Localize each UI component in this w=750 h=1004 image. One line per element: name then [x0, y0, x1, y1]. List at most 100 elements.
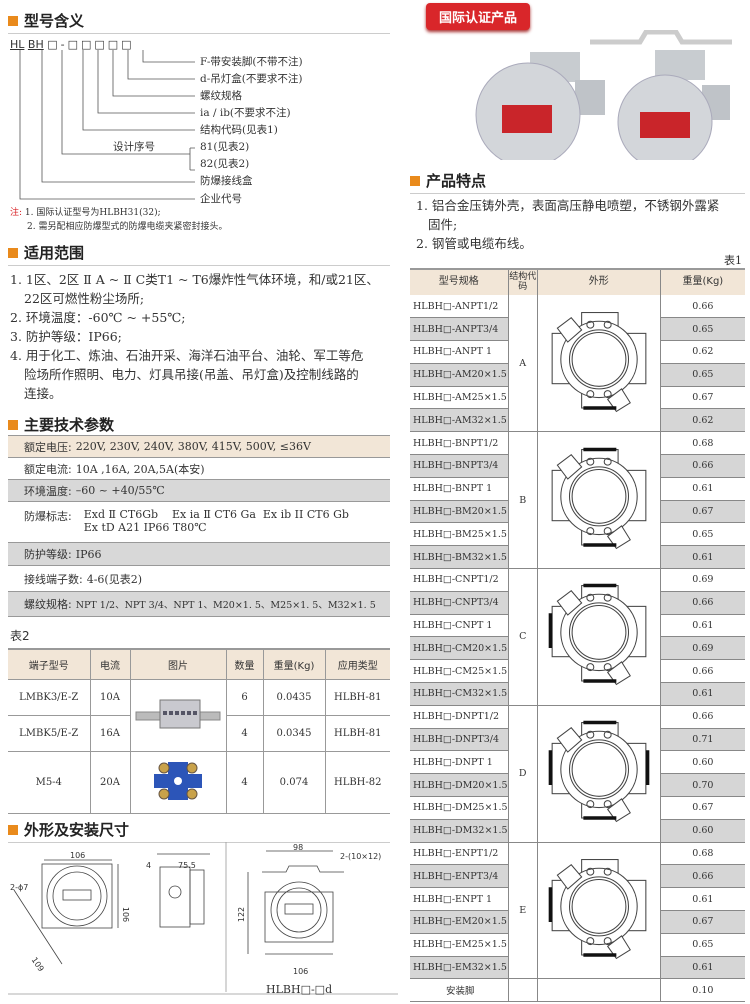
table-row: HLBH□-ANPT3/4 0.65	[410, 317, 745, 342]
label-company: 企业代号	[200, 193, 242, 205]
label-design-seq: 设计序号	[113, 141, 155, 153]
model-cell: HLBH□-CNPT 1	[410, 613, 509, 637]
scope-item: 3. 防护等级：IP66;	[10, 329, 122, 344]
table-row: HLBH□-ENPT1/2 E 0.68	[410, 841, 745, 980]
weight-cell: 0.61	[659, 955, 745, 980]
section-title-text: 主要技术参数	[24, 416, 115, 434]
section-bullet-icon	[8, 247, 18, 258]
section-title-text: 型号含义	[24, 12, 85, 30]
shape-cell	[536, 704, 661, 843]
note-label: 注:	[10, 208, 23, 218]
table-row: HLBH□-ENPT3/4 0.66	[410, 864, 745, 889]
model-cell: HLBH□-CNPT1/2	[410, 568, 509, 592]
th-weight: 重量(Kg)	[262, 648, 325, 679]
th-weight: 重量(Kg)	[659, 268, 745, 295]
cell: 10A	[89, 678, 130, 715]
table-row: HLBH□-EM25×1.5 0.65	[410, 932, 745, 957]
param-label: 额定电流:	[24, 462, 72, 476]
model-cell: HLBH□-ANPT3/4	[410, 317, 509, 342]
weight-cell: 0.66	[659, 659, 745, 683]
th-code: 结构代码	[507, 268, 538, 295]
product-photo-1	[475, 52, 605, 160]
param-protection: 防护等级: IP66	[8, 543, 390, 566]
scope-item: 2. 环境温度：-60℃ ~ +55℃;	[10, 310, 186, 325]
th-picture: 图片	[129, 648, 226, 679]
section-bullet-icon	[8, 824, 18, 835]
label-box: 防爆接线盒	[200, 175, 253, 187]
param-ex-marking: 防爆标志: Exd Ⅱ CT6Gb Ex ia Ⅱ CT6 Ga Ex ib II…	[8, 502, 390, 543]
section-title-params: 主要技术参数	[8, 414, 390, 437]
enclosure-outline-icon	[548, 584, 647, 686]
param-value: Exd Ⅱ CT6Gb Ex ia Ⅱ CT6 Ga Ex ib II CT6 …	[83, 508, 349, 521]
cell: LMBK5/E-Z	[8, 714, 90, 751]
model-cell: HLBH□-BNPT 1	[410, 476, 509, 501]
weight-cell: 0.60	[659, 750, 745, 774]
cell: 6	[225, 678, 263, 715]
model-cell: HLBH□-DNPT 1	[410, 750, 509, 774]
weight-cell: 0.61	[659, 613, 745, 637]
table-row: LMBK5/E-Z 16A 4 0.0345 HLBH-81	[8, 714, 390, 751]
table-header: 型号规格 结构代码 外形 重量(Kg)	[410, 268, 745, 295]
section-bullet-icon	[8, 419, 18, 430]
label-82: 82(见表2)	[200, 158, 250, 170]
table-row: HLBH□-CNPT3/4 0.66	[410, 590, 745, 615]
model-cell: HLBH□-DM25×1.5	[410, 796, 509, 820]
weight-cell: 0.60	[659, 818, 745, 843]
note-1: 注: 1. 国际认证型号为HLBH31(32);	[10, 205, 161, 218]
param-value: –60 ~ +40/55℃	[75, 484, 165, 497]
section-bullet-icon	[8, 15, 18, 26]
weight-cell: 0.68	[659, 841, 745, 865]
product-photo-2	[590, 30, 732, 160]
table-row: HLBH□-BNPT 1 0.61	[410, 476, 745, 501]
weight-cell: 0.69	[659, 636, 745, 661]
model-cell: HLBH□-ENPT3/4	[410, 864, 509, 889]
enclosure-outline-icon	[551, 311, 647, 413]
dimension-drawing	[8, 842, 398, 995]
model-cell: HLBH□-EM20×1.5	[410, 910, 509, 934]
cell: 20A	[89, 750, 130, 814]
th-current: 电流	[89, 648, 130, 679]
weight-cell: 0.70	[659, 773, 745, 798]
product-photos	[475, 30, 732, 160]
model-cell: HLBH□-BM25×1.5	[410, 522, 509, 546]
model-cell: HLBH□-BM32×1.5	[410, 545, 509, 570]
table-row-mount: 安装脚 0.10	[410, 978, 745, 1003]
table-row: HLBH□-CM32×1.5 0.61	[410, 682, 745, 706]
table-row: HLBH□-EM20×1.5 0.67	[410, 910, 745, 934]
table-row: HLBH□-DM20×1.5 0.70	[410, 773, 745, 798]
shape-cell	[536, 978, 661, 1003]
model-cell: HLBH□-DNPT1/2	[410, 704, 509, 729]
weight-cell: 0.67	[659, 385, 745, 409]
weight-cell: 0.62	[659, 408, 745, 433]
dim-label: 2-(10×12)	[340, 852, 382, 861]
enclosure-outline-icon	[548, 859, 647, 960]
section-title-text: 外形及安装尺寸	[24, 821, 130, 839]
scope-item: 险场所作照明、电力、灯具吊接(吊盖、吊灯盒)及控制线路的	[24, 367, 359, 382]
table-row: HLBH□-BM25×1.5 0.65	[410, 522, 745, 546]
cell: 0.0345	[262, 714, 325, 751]
param-terminals: 接线端子数: 4-6(见表2)	[8, 566, 390, 592]
shape-cell	[536, 841, 661, 980]
model-cell: HLBH□-ENPT 1	[410, 887, 509, 911]
param-value: 4-6(见表2)	[86, 572, 143, 586]
section-title-dimensions: 外形及安装尺寸	[8, 819, 390, 843]
th-terminal: 端子型号	[8, 648, 90, 679]
scope-list: 1. 1区、2区 Ⅱ A ~ Ⅱ C类T1 ~ T6爆炸性气体环境，和/或21区…	[10, 270, 400, 403]
cell: HLBH-81	[324, 678, 390, 715]
table-row: HLBH□-ANPT1/2 A 0.66	[410, 294, 745, 433]
model-cell: HLBH□-CM32×1.5	[410, 682, 509, 706]
table-row: HLBH□-ENPT 1 0.61	[410, 887, 745, 911]
code-cell: B	[507, 431, 538, 570]
section-title-model: 型号含义	[8, 10, 390, 34]
dim-label: 106	[121, 906, 131, 923]
feature-item: 1. 铝合金压铸外壳，表面高压静电喷塑，不锈钢外露紧	[416, 198, 720, 213]
weight-cell: 0.66	[659, 590, 745, 615]
model-cell: HLBH□-AM32×1.5	[410, 408, 509, 433]
feature-item: 2. 钢管或电缆布线。	[416, 236, 532, 251]
param-label: 防爆标志:	[24, 510, 72, 523]
model-cell: HLBH□-AM25×1.5	[410, 385, 509, 409]
weight-cell: 0.61	[659, 476, 745, 501]
param-value: IP66	[75, 547, 102, 561]
scope-item: 22区可燃性粉尘场所;	[24, 291, 145, 306]
cell: 16A	[89, 714, 130, 751]
